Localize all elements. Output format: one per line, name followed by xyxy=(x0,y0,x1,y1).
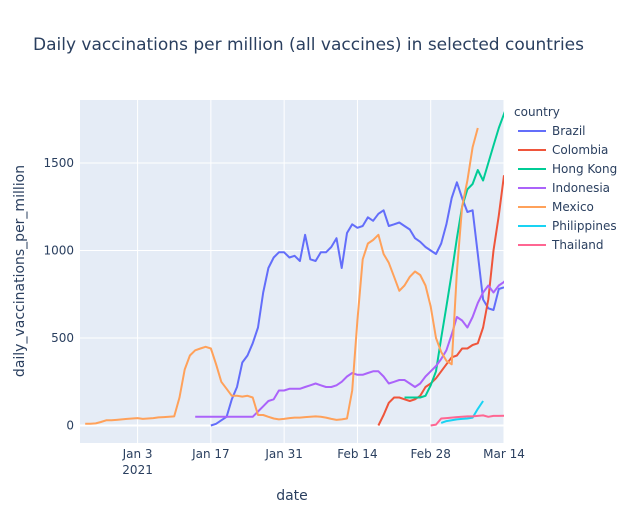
legend[interactable]: country Brazil Colombia Hong Kong Indonesia… xyxy=(514,105,617,252)
legend-label: Indonesia xyxy=(552,181,610,195)
legend-title: country xyxy=(514,105,560,119)
series-line-indonesia[interactable] xyxy=(195,275,514,418)
legend-label: Thailand xyxy=(551,238,604,252)
legend-item-thailand[interactable]: Thailand xyxy=(518,238,604,252)
grid-lines xyxy=(80,100,505,443)
series-line-mexico[interactable] xyxy=(85,127,479,425)
legend-label: Mexico xyxy=(552,200,594,214)
chart-title: Daily vaccinations per million (all vacc… xyxy=(33,35,584,55)
series-line-thailand[interactable] xyxy=(430,414,504,427)
legend-item-brazil[interactable]: Brazil xyxy=(518,124,586,138)
legend-item-philippines[interactable]: Philippines xyxy=(518,219,617,233)
x-tick-sublabel: 2021 xyxy=(122,463,153,477)
x-tick-label: Jan 3 xyxy=(122,447,153,461)
y-tick-label: 1000 xyxy=(43,244,74,258)
x-tick-label: Jan 31 xyxy=(264,447,303,461)
series-line-philippines[interactable] xyxy=(440,400,484,424)
plot-area xyxy=(80,100,504,443)
y-tick-label: 0 xyxy=(66,419,74,433)
legend-item-mexico[interactable]: Mexico xyxy=(518,200,594,214)
legend-label: Colombia xyxy=(552,143,608,157)
y-tick-label: 500 xyxy=(51,331,74,345)
series-line-colombia[interactable] xyxy=(377,175,504,426)
y-tick-label: 1500 xyxy=(43,156,74,170)
series-line-hong-kong[interactable] xyxy=(404,100,510,399)
x-tick-label: Mar 14 xyxy=(483,447,525,461)
x-tick-label: Jan 17 xyxy=(191,447,230,461)
series-line-brazil[interactable] xyxy=(210,181,504,427)
series-lines xyxy=(85,100,514,427)
legend-item-hong-kong[interactable]: Hong Kong xyxy=(518,162,617,176)
legend-item-indonesia[interactable]: Indonesia xyxy=(518,181,610,195)
y-axis-title: daily_vaccinations_per_million xyxy=(12,165,28,377)
x-tick-label: Feb 14 xyxy=(337,447,377,461)
legend-label: Hong Kong xyxy=(552,162,617,176)
legend-label: Philippines xyxy=(552,219,617,233)
x-axis-title: date xyxy=(276,488,308,504)
axis-ticks: Jan 3 2021 Jan 17 Jan 31 Feb 14 Feb 28 Mar 14 0… xyxy=(43,156,524,477)
legend-item-colombia[interactable]: Colombia xyxy=(518,143,608,157)
x-tick-label: Feb 28 xyxy=(411,447,451,461)
legend-label: Brazil xyxy=(552,124,586,138)
